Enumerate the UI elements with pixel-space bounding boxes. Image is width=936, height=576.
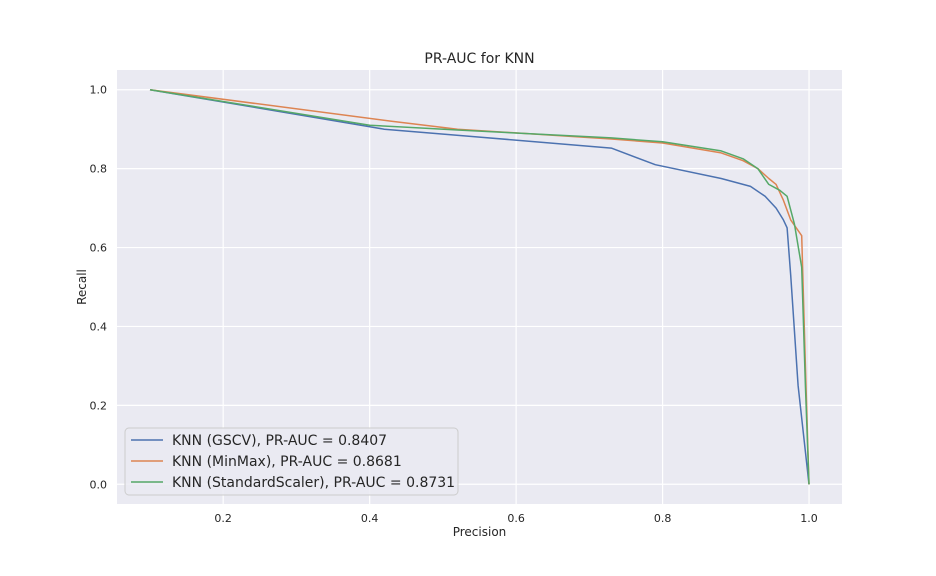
legend-label-1: KNN (GSCV), PR-AUC = 0.8407 [172, 433, 387, 449]
gridlines [117, 70, 842, 504]
x-tick-label: 0.4 [361, 512, 379, 525]
x-tick-label: 0.6 [507, 512, 525, 525]
series-lines [149, 88, 810, 485]
legend: KNN (GSCV), PR-AUC = 0.8407 KNN (MinMax),… [124, 427, 459, 496]
y-axis-ticks: 0.0 0.2 0.4 0.6 0.8 1.0 [90, 84, 108, 492]
chart-title: PR-AUC for KNN [424, 51, 534, 67]
y-tick-label: 0.4 [90, 320, 108, 333]
series-line-1 [149, 88, 810, 485]
legend-label-2: KNN (MinMax), PR-AUC = 0.8681 [172, 454, 402, 470]
legend-label-3: KNN (StandardScaler), PR-AUC = 0.8731 [172, 475, 455, 491]
series-line-3 [149, 88, 810, 485]
y-tick-label: 1.0 [90, 84, 108, 97]
y-tick-label: 0.6 [90, 242, 108, 255]
x-tick-label: 1.0 [800, 512, 818, 525]
y-tick-label: 0.0 [90, 478, 108, 491]
legend-box [124, 427, 459, 496]
x-tick-label: 0.8 [654, 512, 672, 525]
y-tick-label: 0.8 [90, 163, 108, 176]
y-tick-label: 0.2 [90, 399, 108, 412]
x-tick-label: 0.2 [214, 512, 232, 525]
y-axis-label: Recall [75, 269, 89, 305]
x-axis-ticks: 0.2 0.4 0.6 0.8 1.0 [214, 512, 817, 525]
x-axis-label: Precision [453, 525, 507, 539]
